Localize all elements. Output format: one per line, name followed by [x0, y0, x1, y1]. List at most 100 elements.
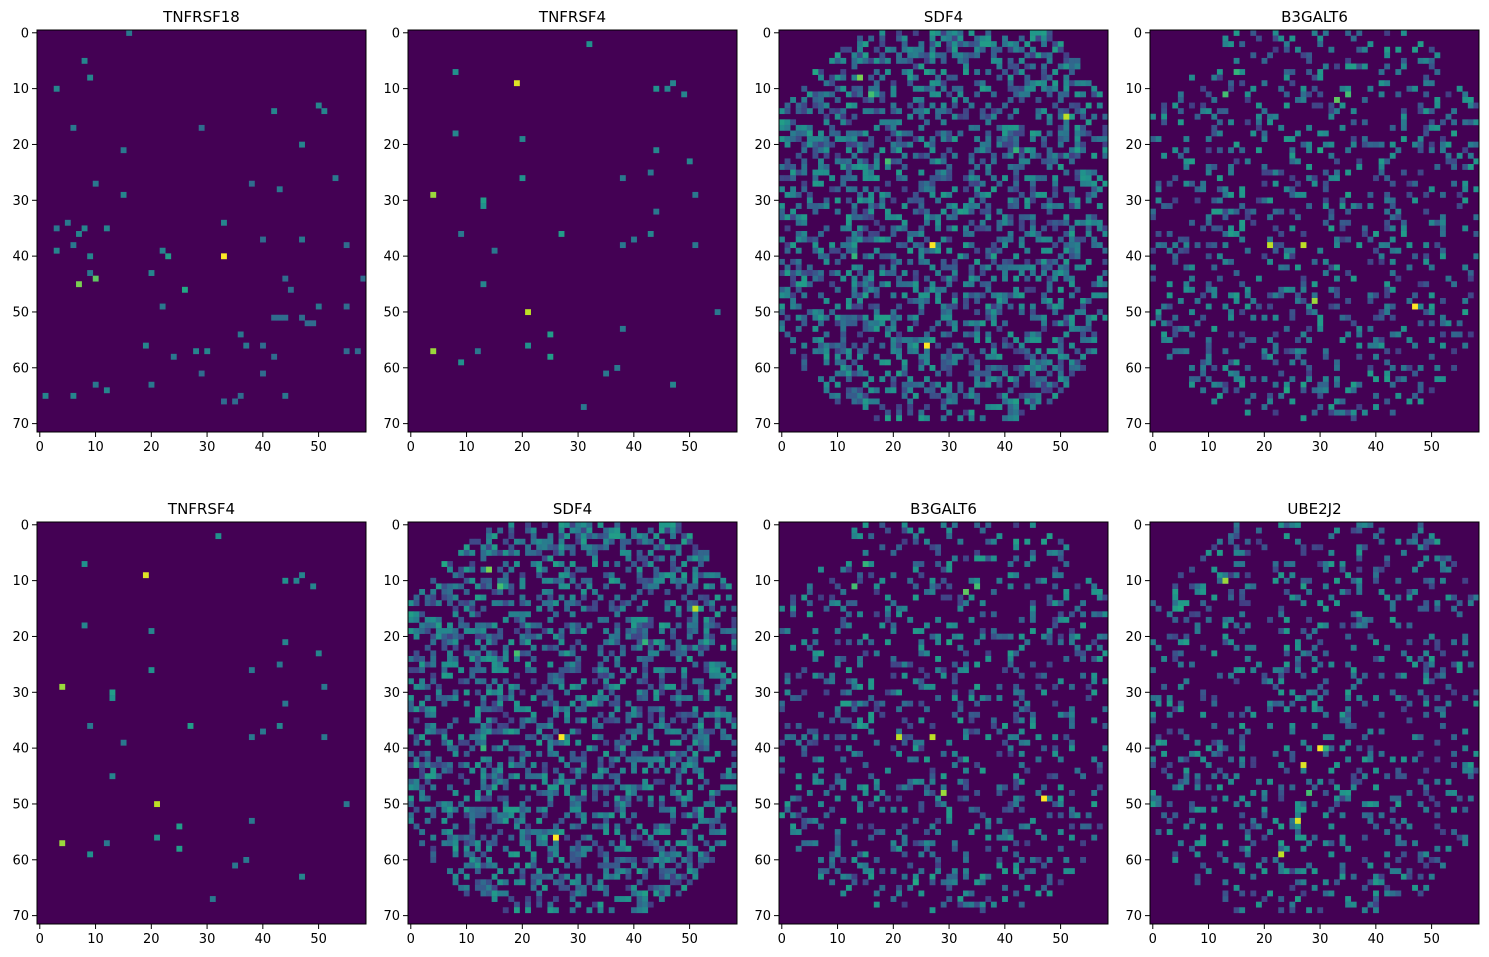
heatmap-cell	[580, 784, 587, 791]
heatmap-cell	[597, 823, 604, 830]
heatmap-cell	[1052, 616, 1059, 623]
heatmap-cell	[912, 348, 919, 355]
heatmap-cell	[664, 644, 671, 651]
heatmap-cell	[647, 784, 654, 791]
heatmap-cell	[1074, 348, 1081, 355]
heatmap-cell	[857, 353, 863, 360]
heatmap-cell	[1222, 214, 1229, 221]
heatmap-cell	[1356, 381, 1363, 388]
heatmap-cell	[862, 314, 869, 321]
heatmap-cell	[1091, 611, 1098, 618]
heatmap-cell	[1384, 80, 1391, 87]
heatmap-cell	[1255, 197, 1262, 204]
heatmap-cell	[1189, 102, 1195, 109]
heatmap-cell	[829, 247, 836, 254]
heatmap-cell	[480, 795, 487, 802]
heatmap-cell	[547, 784, 554, 791]
heatmap-cell	[1228, 258, 1234, 265]
heatmap-cell	[1024, 348, 1031, 355]
heatmap-cell	[441, 739, 448, 746]
heatmap-cell	[469, 812, 476, 819]
heatmap-cell	[558, 527, 565, 534]
heatmap-cell	[647, 549, 654, 556]
heatmap-cell	[1434, 102, 1441, 109]
heatmap-cell	[985, 208, 992, 215]
heatmap-cell	[1035, 348, 1042, 355]
heatmap-cell	[692, 845, 699, 852]
heatmap-cell	[1384, 158, 1391, 165]
heatmap-cell	[884, 69, 891, 75]
heatmap-cell	[1035, 231, 1042, 237]
heatmap-cell	[424, 661, 431, 668]
heatmap-cell	[647, 901, 654, 908]
heatmap-cell	[1222, 35, 1229, 42]
heatmap-cell	[857, 141, 863, 148]
heatmap-cell	[974, 309, 981, 316]
heatmap-cell	[441, 639, 448, 646]
heatmap-cell	[435, 683, 442, 690]
heatmap-cell	[1412, 370, 1418, 377]
heatmap-cell	[806, 611, 813, 618]
heatmap-cell	[692, 734, 699, 741]
heatmap-cell	[424, 762, 431, 768]
heatmap-cell	[1189, 365, 1195, 371]
heatmap-cell	[670, 784, 676, 791]
heatmap-cell	[1311, 292, 1318, 299]
heatmap-cell	[1462, 225, 1469, 232]
heatmap-cell	[1002, 214, 1008, 221]
heatmap-cell	[1063, 381, 1070, 388]
y-tick-label: 10	[383, 82, 400, 97]
heatmap-cell	[1035, 392, 1042, 399]
heatmap-cell	[845, 392, 852, 399]
heatmap-cell	[547, 672, 554, 679]
heatmap-cell	[1091, 191, 1098, 198]
heatmap-cell	[1096, 136, 1103, 142]
heatmap-cell	[575, 739, 582, 746]
heatmap-cell	[491, 689, 498, 696]
heatmap-cell	[686, 538, 693, 545]
heatmap-cell	[525, 795, 531, 802]
heatmap-cell	[968, 806, 975, 813]
heatmap-cell	[636, 533, 643, 540]
heatmap-cell	[1395, 275, 1402, 282]
heatmap-cell	[1300, 281, 1307, 288]
heatmap-cell	[1063, 219, 1070, 226]
heatmap-cell	[912, 74, 919, 81]
heatmap-cell	[1007, 258, 1014, 265]
heatmap-cell	[619, 650, 626, 657]
heatmap-cell	[474, 689, 481, 696]
heatmap-cell	[569, 806, 576, 813]
heatmap-cell	[823, 136, 830, 142]
heatmap-cell	[851, 203, 858, 209]
heatmap-cell	[232, 398, 239, 405]
heatmap-cell	[979, 527, 986, 534]
heatmap-cell	[547, 851, 554, 858]
heatmap-cell	[435, 583, 442, 590]
heatmap-cell	[957, 605, 964, 612]
heatmap-cell	[1063, 353, 1070, 360]
heatmap-cell	[636, 605, 643, 612]
heatmap-cell	[614, 773, 621, 780]
heatmap-cell	[658, 829, 665, 835]
heatmap-cell	[957, 594, 964, 601]
heatmap-cell	[907, 778, 914, 785]
heatmap-cell	[862, 214, 869, 221]
heatmap-cell	[435, 622, 442, 629]
heatmap-cell	[929, 242, 936, 249]
heatmap-cell	[1361, 409, 1368, 416]
heatmap-cell	[664, 884, 671, 891]
heatmap-cell	[670, 572, 676, 579]
heatmap-cell	[1041, 236, 1047, 243]
heatmap-cell	[857, 784, 863, 791]
heatmap-cell	[430, 723, 437, 729]
heatmap-cell	[823, 314, 830, 321]
heatmap-cell	[1029, 392, 1036, 399]
heatmap-cell	[664, 873, 671, 880]
heatmap-cell	[1052, 622, 1059, 629]
heatmap-cell	[575, 756, 582, 763]
heatmap-cell	[491, 745, 498, 752]
heatmap-cell	[597, 661, 604, 668]
heatmap-cell	[1311, 309, 1318, 316]
heatmap-cell	[1345, 30, 1352, 36]
heatmap-cell	[1272, 381, 1279, 388]
